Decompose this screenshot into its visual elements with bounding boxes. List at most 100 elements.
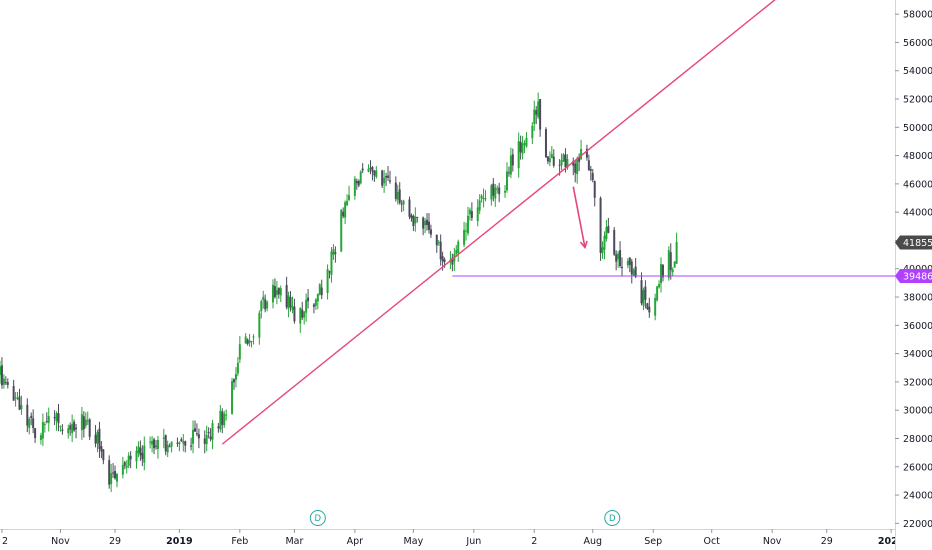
candle-body [539, 99, 542, 130]
candle-body [385, 176, 388, 178]
candle [533, 100, 536, 132]
candle-body [576, 159, 579, 175]
candle [468, 207, 471, 221]
candle-body [4, 382, 7, 384]
time-tick-label: Nov [51, 536, 70, 547]
price-tick-label: 56000 [903, 38, 932, 49]
candle-body [646, 303, 649, 309]
time-axis[interactable]: 2 Nov 29 2019 Feb Mar Apr May Jun 2 Aug Sep Oct Nov 29… [0, 529, 905, 547]
price-tick-label: 58000 [903, 10, 932, 21]
candle-body [607, 226, 610, 233]
candle [182, 434, 185, 452]
candle [307, 289, 310, 309]
candle [166, 440, 169, 458]
candle [457, 239, 460, 262]
time-tick-label: 2 [2, 536, 8, 547]
candle [410, 213, 413, 222]
candle-body [544, 129, 547, 158]
candle [129, 451, 132, 469]
arrow-shaft[interactable] [572, 186, 586, 248]
candle [470, 202, 473, 221]
candle-body [429, 229, 432, 235]
candle [225, 409, 228, 421]
candle-body [355, 181, 358, 184]
candle-body [153, 439, 156, 449]
support-price-tag-text: 39486 [903, 272, 932, 283]
trendline[interactable] [221, 0, 780, 445]
candle-body [601, 247, 604, 254]
candle-body [275, 289, 278, 295]
candle-body [482, 198, 485, 200]
candle [234, 367, 237, 388]
price-tick-label: 22000 [903, 519, 932, 530]
price-tick-label: 48000 [903, 151, 932, 162]
candle-body [574, 163, 577, 173]
candle-body [258, 313, 261, 338]
candles-layer [0, 92, 678, 493]
candle [209, 428, 212, 442]
candle [550, 146, 553, 159]
candle-body [303, 311, 306, 318]
candle [367, 164, 370, 173]
candle [630, 258, 633, 284]
price-tick-label: 38000 [903, 293, 932, 304]
candle [435, 234, 438, 253]
event-marker[interactable]: D [309, 510, 326, 526]
event-marker[interactable]: D [604, 510, 621, 526]
candle [482, 188, 485, 208]
candle [574, 160, 577, 183]
price-tick-label: 44000 [903, 208, 932, 219]
candle [585, 144, 588, 161]
candle [184, 440, 187, 453]
candle [231, 377, 234, 415]
candle [127, 452, 130, 469]
candle-body [291, 306, 294, 310]
candle [16, 391, 19, 401]
candle-body [675, 241, 678, 264]
candle-body [621, 266, 624, 269]
candle-body [505, 171, 508, 191]
last-price-tag[interactable]: 41855 [895, 235, 932, 250]
candle-body [566, 159, 569, 168]
candle-body [125, 466, 128, 468]
candle-body [562, 154, 565, 162]
candle-body [648, 306, 651, 313]
candle-body [476, 207, 479, 222]
candle [381, 169, 384, 189]
candle [398, 182, 401, 205]
candle-body [669, 252, 672, 270]
candle-body [127, 455, 130, 466]
candle-body [129, 455, 132, 460]
candle [660, 257, 663, 293]
candle [658, 280, 661, 289]
candle [439, 234, 442, 266]
candle [334, 246, 337, 263]
price-axis[interactable]: 22000 24000 26000 28000 30000 32000 34000 36000… [895, 0, 932, 550]
candle [149, 436, 152, 449]
candle [669, 243, 672, 280]
candle-body [658, 284, 661, 288]
candle [673, 261, 676, 268]
candle [207, 427, 210, 439]
candle [408, 196, 411, 220]
candle [318, 283, 321, 296]
candle [73, 419, 76, 432]
support-price-tag[interactable]: 39486 [895, 269, 932, 284]
candle [326, 264, 329, 300]
candle-body [67, 428, 70, 434]
price-tick-label: 24000 [903, 491, 932, 502]
candle [289, 291, 292, 312]
candle-body [552, 156, 555, 166]
candle [648, 297, 651, 318]
candle [168, 443, 171, 448]
candle [135, 446, 138, 469]
candle-body [617, 253, 620, 260]
candle [143, 436, 146, 471]
price-tick-label: 26000 [903, 462, 932, 473]
candle-body [422, 217, 425, 229]
candle-body [630, 261, 633, 275]
candle [505, 162, 508, 193]
